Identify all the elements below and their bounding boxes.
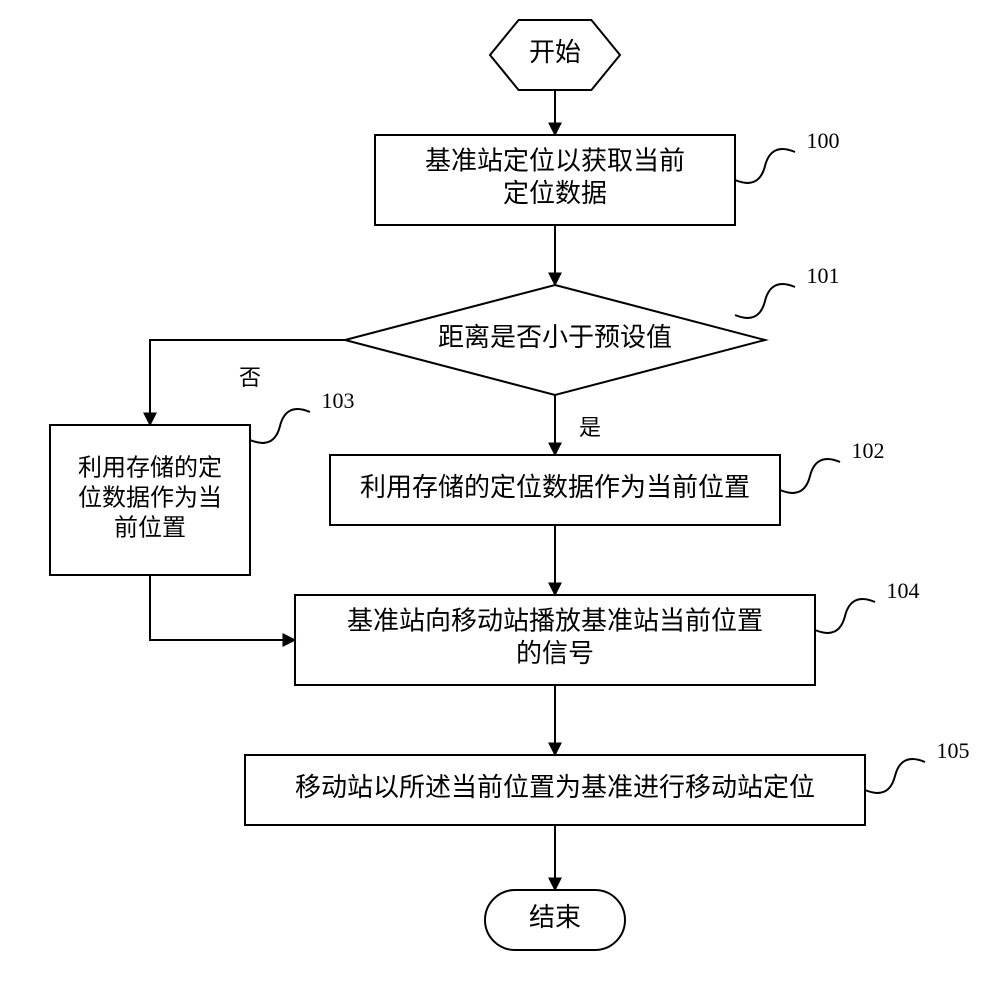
ref-label-103: 103 (322, 388, 355, 413)
ref-curve-102 (780, 459, 840, 493)
ref-curve-105 (865, 759, 925, 793)
n104-label: 基准站向移动站播放基准站当前位置的信号 (347, 607, 763, 669)
n101-label: 距离是否小于预设值 (438, 323, 672, 352)
ref-label-101: 101 (807, 263, 840, 288)
ref-label-102: 102 (852, 438, 885, 463)
ref-curve-101 (735, 284, 795, 318)
edge-label: 否 (239, 365, 261, 390)
edge-label: 是 (579, 415, 601, 440)
n105-label: 移动站以所述当前位置为基准进行移动站定位 (295, 773, 815, 802)
ref-curve-100 (735, 149, 795, 183)
n102-label: 利用存储的定位数据作为当前位置 (360, 473, 750, 502)
ref-curve-104 (815, 599, 875, 633)
ref-label-100: 100 (807, 128, 840, 153)
n100-label: 基准站定位以获取当前定位数据 (425, 147, 685, 209)
ref-label-104: 104 (887, 578, 920, 603)
ref-label-105: 105 (937, 738, 970, 763)
ref-curve-103 (250, 409, 310, 443)
edge-n103-n104 (150, 575, 295, 640)
start-label: 开始 (529, 38, 581, 67)
end-label: 结束 (529, 903, 581, 932)
n103-label: 利用存储的定位数据作为当前位置 (78, 455, 222, 542)
